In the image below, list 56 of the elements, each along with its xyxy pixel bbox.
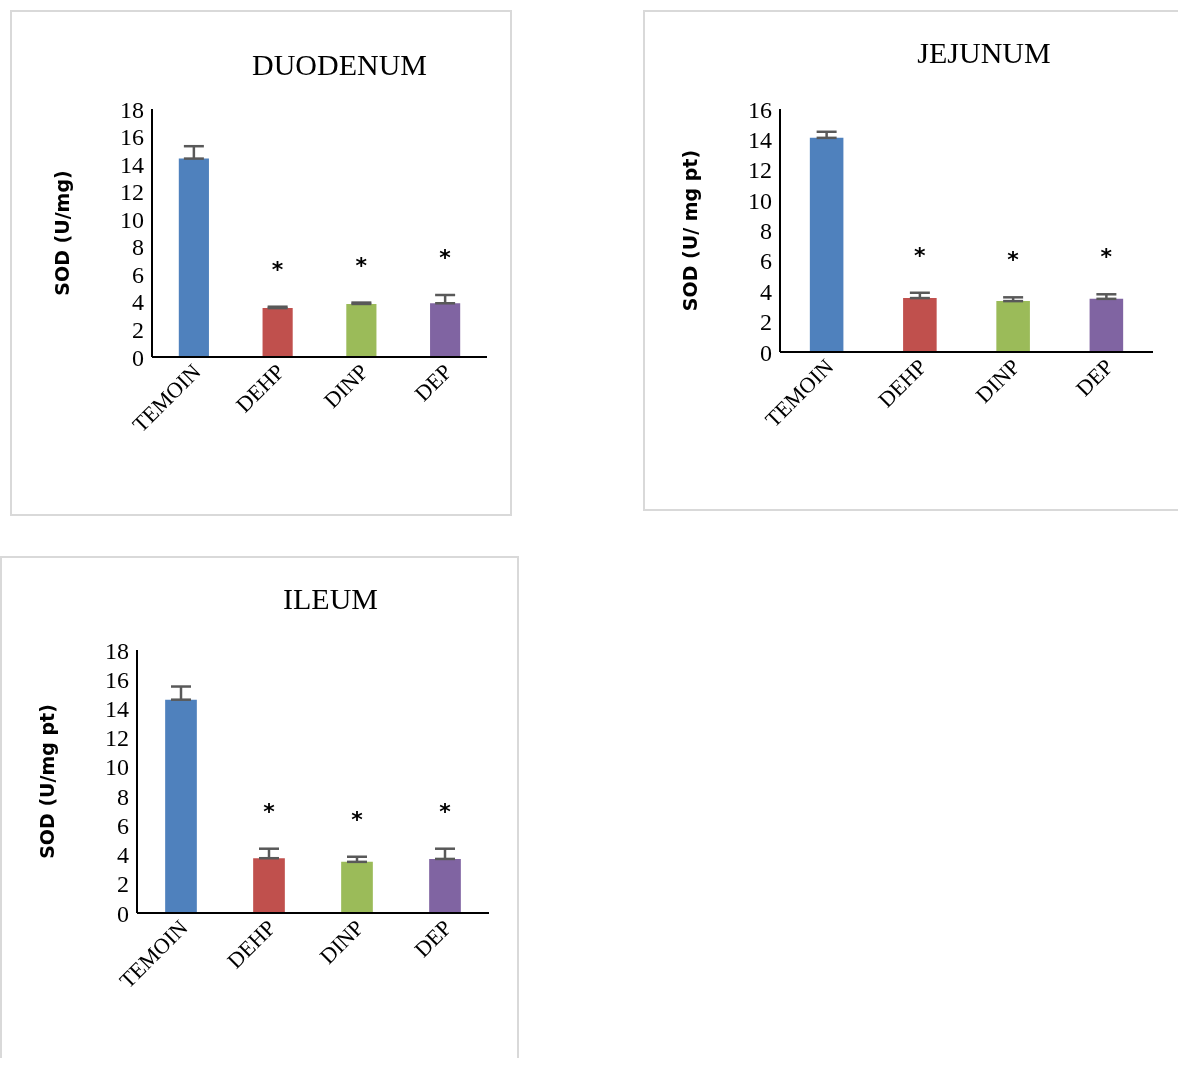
- x-tick-label: DEP: [1070, 353, 1118, 401]
- y-tick-label: 10: [105, 754, 129, 781]
- y-tick-label: 6: [117, 812, 129, 839]
- chart-title: DUODENUM: [251, 48, 428, 82]
- y-tick-label: 4: [760, 278, 772, 305]
- y-tick-label: 18: [120, 96, 144, 123]
- annotation: *: [355, 252, 368, 278]
- bar: [253, 858, 285, 913]
- y-tick-label: 14: [120, 151, 144, 178]
- y-tick-label: 12: [105, 725, 129, 752]
- y-tick-label: 2: [760, 309, 772, 336]
- bar: [903, 298, 937, 352]
- y-tick-label: 10: [120, 206, 144, 233]
- bar: [809, 137, 844, 352]
- y-tick-label: 10: [748, 187, 772, 214]
- y-tick-label: 2: [132, 316, 144, 343]
- annotation: *: [263, 798, 276, 824]
- y-tick-label: 4: [117, 842, 129, 869]
- bar: [341, 861, 373, 913]
- y-tick-label: 18: [105, 637, 129, 664]
- y-tick-label: 6: [132, 261, 144, 288]
- bar: [346, 303, 377, 357]
- annotation: *: [1007, 247, 1020, 273]
- y-tick-label: 8: [117, 783, 129, 810]
- y-tick-label: 14: [105, 695, 129, 722]
- y-tick-label: 16: [748, 96, 772, 123]
- bar: [178, 158, 209, 357]
- annotation: *: [1100, 244, 1113, 270]
- bar: [430, 303, 461, 357]
- y-tick-label: 8: [760, 218, 772, 245]
- y-axis-title: SOD (U/mg pt): [35, 704, 58, 859]
- chart-title: JEJUNUM: [916, 36, 1052, 70]
- y-tick-label: 6: [760, 248, 772, 275]
- y-axis-title: SOD (U/ mg pt): [678, 149, 701, 312]
- bar: [429, 858, 461, 913]
- x-tick-label: DEP: [409, 914, 457, 962]
- y-tick-label: 2: [117, 871, 129, 898]
- bar: [262, 308, 293, 357]
- bar: [996, 301, 1030, 352]
- y-tick-label: 16: [105, 666, 129, 693]
- annotation: *: [351, 806, 364, 832]
- annotation: *: [271, 256, 284, 282]
- y-tick-label: 16: [120, 124, 144, 151]
- y-tick-label: 14: [748, 126, 772, 153]
- y-tick-label: 12: [748, 157, 772, 184]
- y-tick-label: 12: [120, 179, 144, 206]
- y-axis-title: SOD (U/mg): [50, 170, 73, 296]
- y-tick-label: 4: [132, 289, 144, 316]
- annotation: *: [439, 798, 452, 824]
- x-tick-label: DEP: [409, 358, 457, 406]
- chart-title: ILEUM: [282, 582, 379, 616]
- bar: [1089, 298, 1124, 352]
- annotation: *: [439, 245, 452, 270]
- y-tick-label: 8: [132, 234, 144, 261]
- annotation: *: [914, 242, 927, 268]
- bar: [165, 699, 197, 913]
